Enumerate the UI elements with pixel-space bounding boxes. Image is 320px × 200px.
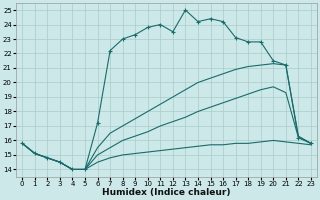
X-axis label: Humidex (Indice chaleur): Humidex (Indice chaleur) [102,188,231,197]
